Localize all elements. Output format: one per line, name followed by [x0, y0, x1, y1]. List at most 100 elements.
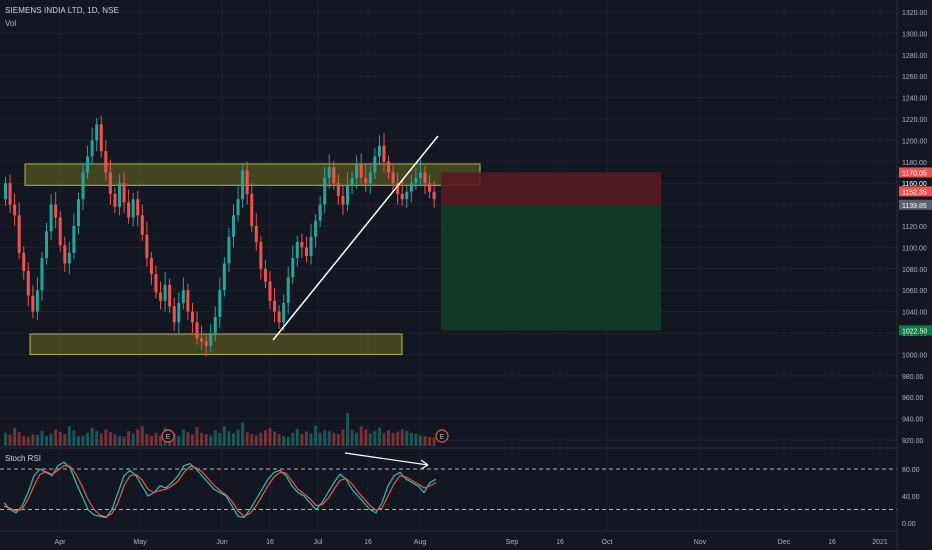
time-axis[interactable]: Apr May Jun 16 Jul 16 Aug Sep 16 Oct Nov Dec 16 2021	[0, 530, 897, 546]
candle-body	[218, 290, 222, 317]
volume-bar	[232, 433, 235, 446]
volume-bar	[227, 431, 231, 446]
candle-body	[40, 258, 44, 291]
short-position-tool[interactable]	[441, 172, 661, 331]
candle-body	[67, 252, 71, 264]
volume-bar	[104, 429, 108, 446]
volume-bar	[8, 434, 12, 446]
time-tick-label: Apr	[55, 539, 67, 546]
candle-body	[359, 163, 363, 178]
volume-bar	[213, 430, 217, 446]
volume-bar	[49, 433, 53, 446]
drawings[interactable]	[272, 135, 439, 470]
volume-bar	[145, 434, 149, 446]
candle-body	[195, 322, 199, 339]
candle-body	[236, 199, 240, 216]
candle-body	[282, 303, 286, 323]
time-tick-label: Aug	[414, 539, 427, 546]
candle-body	[200, 338, 204, 342]
volume-bar	[131, 433, 135, 446]
earnings-marker-label: E	[440, 434, 445, 441]
volume-bar	[204, 434, 208, 446]
volume-bar	[45, 436, 49, 446]
candle-body	[4, 183, 7, 200]
candle-body	[391, 172, 395, 184]
volume-bar	[373, 431, 377, 446]
volume-bar	[304, 431, 308, 446]
volume-bar	[22, 436, 26, 446]
price-axis-bg	[897, 0, 932, 550]
candle-body	[213, 316, 217, 333]
volume-bar	[26, 436, 30, 446]
volume-bar	[40, 431, 44, 446]
price-label-bg	[899, 178, 932, 189]
volume-bar	[291, 432, 295, 446]
candle-body	[22, 252, 26, 271]
volume-bars	[4, 413, 436, 446]
stoch-rsi-pane	[0, 461, 897, 519]
volume-bar	[314, 425, 318, 446]
volume-bar	[72, 430, 76, 446]
price-tick-label: 1100.00	[902, 245, 927, 252]
candle-body	[227, 236, 231, 264]
volume-bar	[200, 432, 204, 446]
symbol-title[interactable]: SIEMENS INDIA LTD, 1D, NSE	[5, 6, 120, 15]
candle-body	[136, 199, 140, 216]
candle-body	[300, 242, 304, 248]
volume-bar	[300, 434, 304, 446]
zone-support	[29, 333, 403, 355]
price-tick-label: 940.00	[902, 417, 924, 424]
volume-bar	[118, 436, 121, 446]
candle-body	[382, 145, 386, 162]
volume-bar	[355, 432, 359, 446]
candle-body	[177, 303, 181, 323]
candle-body	[190, 311, 194, 323]
candle-body	[140, 215, 144, 235]
candle-body	[254, 226, 258, 243]
candle-body	[172, 306, 176, 323]
take-profit-zone	[441, 204, 661, 331]
volume-bar	[396, 431, 400, 446]
volume-bar	[400, 429, 404, 446]
volume-bar	[409, 432, 413, 446]
volume-bar	[108, 432, 112, 446]
candle-body	[209, 333, 213, 346]
candle-body	[323, 177, 327, 205]
time-tick-label: Dec	[778, 539, 791, 546]
candle-body	[268, 281, 272, 301]
candle-body	[232, 215, 235, 237]
price-tick-label: 960.00	[902, 395, 924, 402]
price-axis[interactable]: 920.00940.00960.00980.001000.001020.0010…	[896, 0, 932, 550]
time-tick-label: Oct	[602, 539, 613, 546]
volume-bar	[159, 435, 163, 446]
divergence-arrow-line	[344, 452, 429, 466]
volume-bar	[414, 433, 418, 446]
candle-body	[273, 300, 277, 312]
price-tick-label: 1320.00	[902, 10, 927, 17]
price-tick-label: 1200.00	[902, 138, 927, 145]
price-label: 1022.50	[902, 328, 927, 335]
volume-bar	[58, 432, 62, 446]
candle-body	[428, 183, 432, 192]
candle-body	[95, 124, 99, 141]
volume-bar	[209, 435, 213, 446]
candle-body	[54, 204, 58, 218]
stoch-rsi-title[interactable]: Stoch RSI	[5, 454, 42, 463]
candle-body	[400, 193, 404, 200]
candle-body	[346, 185, 349, 205]
volume-bar	[149, 436, 153, 446]
candle-body	[181, 290, 185, 304]
candle-body	[86, 156, 90, 173]
price-label-bg	[899, 186, 932, 197]
volume-bar	[4, 432, 7, 446]
candle-body	[159, 292, 163, 301]
candle-body	[286, 277, 290, 304]
candle-body	[418, 172, 422, 178]
candle-body	[122, 183, 126, 203]
rsi-tick-label: 40.00	[902, 494, 920, 501]
candle-body	[355, 163, 359, 178]
volume-bar	[309, 433, 313, 446]
candle-body	[368, 172, 372, 184]
